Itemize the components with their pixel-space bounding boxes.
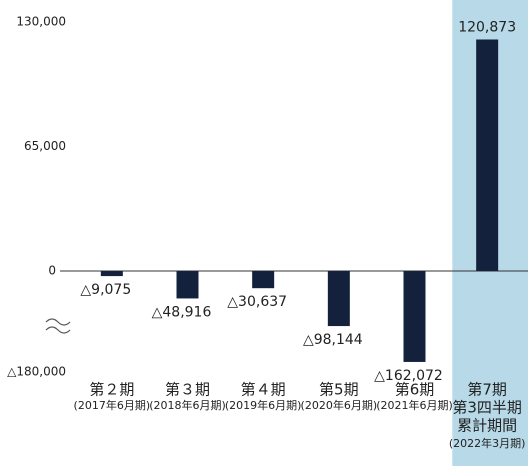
x-tick-label: (2017年6月期) [74, 398, 151, 412]
x-tick-label: (2021年6月期) [376, 398, 453, 412]
x-tick-label: 第３期 [165, 381, 210, 399]
bar [327, 271, 350, 327]
y-tick-label: 130,000 [16, 15, 66, 29]
x-tick-label: 第6期 [395, 381, 435, 399]
x-tick-label: (2018年6月期) [149, 398, 226, 412]
x-tick-label: 第２期 [89, 381, 134, 399]
value-label: △9,075 [80, 282, 131, 298]
bar [176, 271, 199, 299]
x-tick-label: (2020年6月期) [301, 398, 378, 412]
value-label: △162,072 [374, 368, 443, 384]
bar [100, 271, 123, 277]
x-tick-label: (2019年6月期) [225, 398, 302, 412]
bar [252, 271, 275, 289]
y-tick-label: 0 [48, 264, 56, 278]
axis-break [45, 318, 71, 334]
y-tick-label: 65,000 [24, 139, 66, 153]
value-label: 120,873 [458, 19, 516, 35]
x-tick-label: 第7期 [467, 381, 507, 399]
value-label: △48,916 [152, 304, 212, 320]
value-label: △98,144 [303, 332, 363, 348]
bar [476, 39, 499, 271]
value-label: △30,637 [227, 294, 287, 310]
x-tick-label: 第４期 [241, 381, 286, 399]
x-tick-label: (2022年3月期) [449, 436, 526, 450]
x-tick-label: 第3四半期 [452, 399, 522, 417]
x-tick-label: 第5期 [319, 381, 359, 399]
y-tick-label: △180,000 [7, 365, 66, 379]
x-tick-label: 累計期間 [457, 417, 517, 435]
bar [403, 271, 426, 362]
